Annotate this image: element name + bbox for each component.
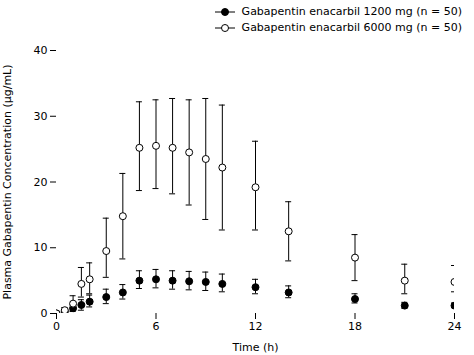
html-text:Gabapentin enacarbil 1200 mg (: Gabapentin enacarbil 1200 mg (n = 50) xyxy=(241,5,462,18)
svg-text:0: 0 xyxy=(41,307,48,320)
html-text:Gabapentin enacarbil 6000 mg (: Gabapentin enacarbil 6000 mg (n = 50) xyxy=(241,21,462,34)
svg-text:20: 20 xyxy=(34,176,48,189)
svg-text:Plasma Gabapentin Concentratio: Plasma Gabapentin Concentration (μg/mL) xyxy=(1,64,14,299)
svg-text:12: 12 xyxy=(249,320,263,333)
svg-text:18: 18 xyxy=(348,320,362,333)
svg-text:Time (h): Time (h) xyxy=(232,341,279,354)
svg-text:24: 24 xyxy=(448,320,462,333)
svg-text:10: 10 xyxy=(34,241,48,254)
svg-text:30: 30 xyxy=(34,110,48,123)
svg-text:0: 0 xyxy=(53,320,60,333)
svg-text:6: 6 xyxy=(153,320,160,333)
svg-text:40: 40 xyxy=(34,44,48,57)
